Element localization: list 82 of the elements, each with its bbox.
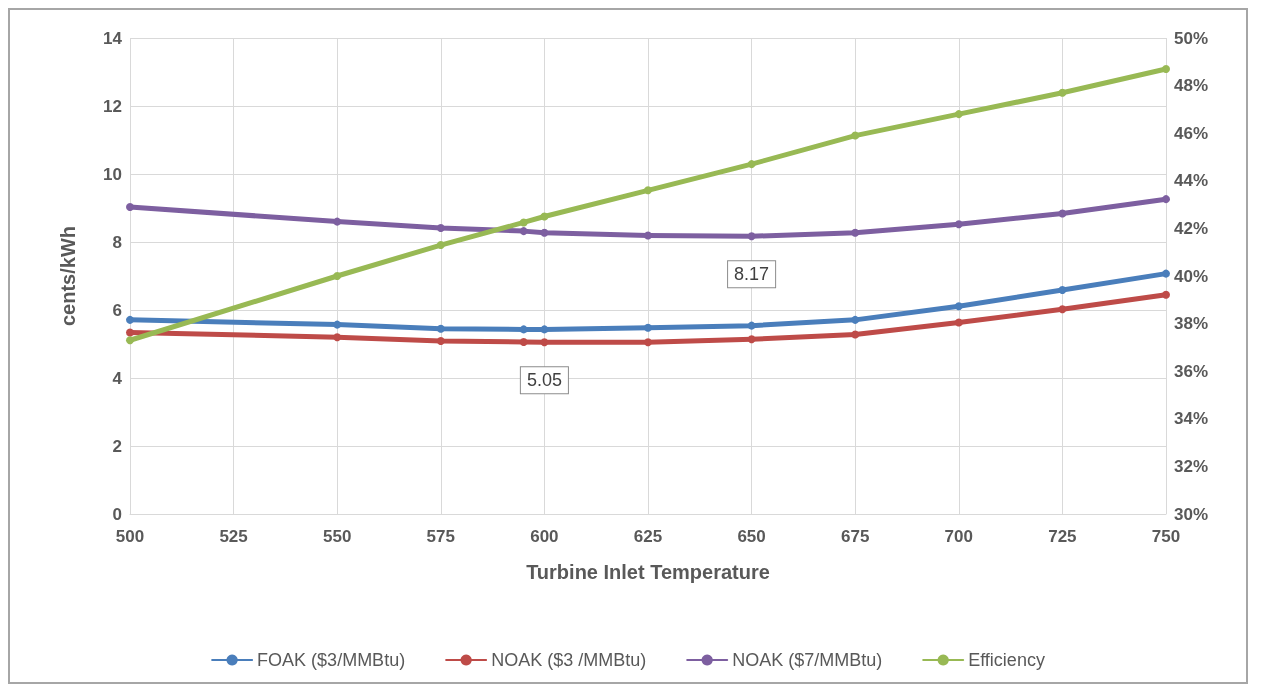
y2-tick-label: 40% (1174, 266, 1209, 286)
point (333, 333, 342, 342)
x-tick-label: 650 (737, 527, 766, 546)
point (519, 325, 528, 334)
y-tick-label: 2 (112, 436, 122, 456)
legend-label: Efficiency (968, 650, 1045, 670)
y2-tick-label: 30% (1174, 504, 1209, 524)
point (1162, 195, 1170, 204)
point (436, 224, 445, 233)
x-tick-label: 625 (633, 527, 663, 546)
x-tick-label: 600 (530, 527, 559, 546)
point (644, 231, 652, 240)
point (540, 228, 549, 237)
point (436, 324, 445, 333)
annotation: 5.05 (526, 370, 562, 391)
y2-tick-label: 46% (1174, 123, 1209, 143)
y-tick-label: 14 (103, 28, 123, 48)
y2-tick-label: 32% (1174, 456, 1209, 476)
point (954, 110, 963, 119)
y-tick-label: 12 (103, 96, 122, 116)
point (851, 330, 860, 339)
y-tick-label: 10 (103, 164, 122, 184)
point (126, 328, 134, 337)
x-tick-label: 725 (1048, 527, 1077, 546)
point (540, 212, 549, 221)
annotation: 8.17 (734, 264, 770, 285)
point (333, 217, 342, 226)
y2-tick-label: 38% (1174, 314, 1209, 334)
point (954, 302, 963, 311)
point (333, 320, 342, 329)
point (540, 338, 549, 347)
point (126, 202, 134, 211)
point (126, 315, 134, 324)
point (1162, 269, 1170, 278)
y2-tick-label: 36% (1174, 361, 1209, 381)
y2-tick-label: 50% (1174, 28, 1209, 48)
point (747, 335, 756, 344)
point (747, 321, 756, 330)
y2-tick-label: 34% (1174, 409, 1209, 429)
point (436, 241, 445, 250)
point (851, 131, 860, 140)
point (519, 227, 528, 236)
point (1162, 64, 1170, 73)
point (1162, 290, 1170, 299)
y2-tick-label: 42% (1174, 218, 1209, 238)
x-axis-title: Turbine Inlet Temperature (526, 561, 770, 583)
point (851, 315, 860, 324)
point (519, 218, 528, 227)
point (747, 232, 756, 241)
point (954, 220, 963, 229)
point (644, 338, 652, 347)
point (540, 325, 549, 334)
y-tick-label: 0 (112, 504, 122, 524)
point (954, 318, 963, 327)
point (1058, 305, 1067, 314)
point (436, 336, 445, 345)
y2-tick-label: 44% (1174, 171, 1209, 191)
point (1058, 88, 1067, 97)
x-tick-label: 500 (115, 527, 145, 546)
legend-label: NOAK ($3 /MMBtu) (491, 650, 647, 670)
legend-label: NOAK ($7/MMBtu) (732, 650, 883, 670)
y2-tick-label: 48% (1174, 76, 1209, 96)
point (644, 323, 652, 332)
point (851, 228, 860, 237)
point (1058, 209, 1067, 218)
legend-label: FOAK ($3/MMBtu) (257, 650, 406, 670)
point (747, 160, 756, 169)
point (126, 336, 134, 345)
x-tick-label: 525 (219, 527, 248, 546)
y-tick-label: 8 (112, 232, 122, 252)
point (333, 272, 342, 280)
y-axis-title: cents/kWh (57, 225, 79, 327)
x-tick-label: 675 (841, 527, 870, 546)
y-tick-label: 4 (112, 368, 123, 388)
point (519, 337, 528, 346)
point (1058, 285, 1067, 294)
x-tick-label: 750 (1151, 527, 1181, 546)
x-tick-label: 700 (944, 527, 973, 546)
x-tick-label: 550 (323, 527, 352, 546)
point (644, 186, 652, 195)
y-tick-label: 6 (112, 300, 122, 320)
x-tick-label: 575 (426, 527, 455, 546)
